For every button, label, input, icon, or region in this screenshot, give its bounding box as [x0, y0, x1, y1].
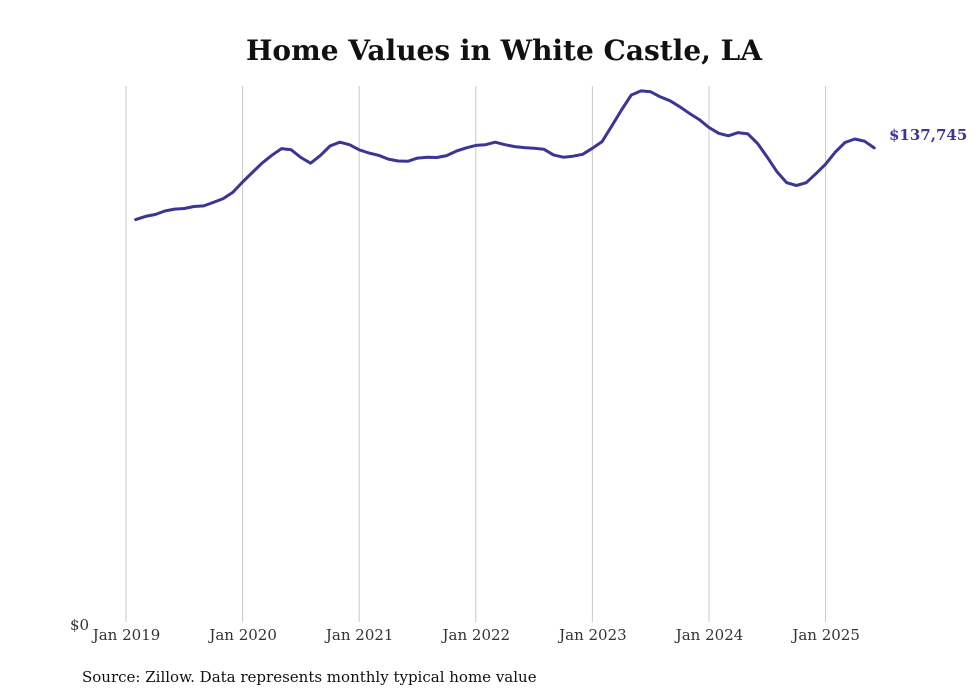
source-note: Source: Zillow. Data represents monthly …: [82, 668, 537, 686]
chart-title: Home Values in White Castle, LA: [246, 34, 763, 67]
end-value-label: $137,745: [889, 126, 967, 144]
x-tick-label: Jan 2019: [91, 626, 161, 644]
home-value-line: [134, 89, 876, 222]
x-tick-label: Jan 2021: [324, 626, 394, 644]
x-tick-label: Jan 2022: [441, 626, 511, 644]
x-tick-label: Jan 2024: [674, 626, 744, 644]
series-line-group: [134, 89, 876, 222]
x-tick-label: Jan 2020: [207, 626, 277, 644]
x-tick-label: Jan 2023: [557, 626, 627, 644]
vertical-gridlines: [125, 86, 827, 622]
x-axis-ticks: Jan 2019 Jan 2020 Jan 2021 Jan 2022 Jan 2023…: [91, 626, 860, 644]
y-tick-label: $0: [70, 616, 89, 634]
x-tick-label: Jan 2025: [790, 626, 860, 644]
